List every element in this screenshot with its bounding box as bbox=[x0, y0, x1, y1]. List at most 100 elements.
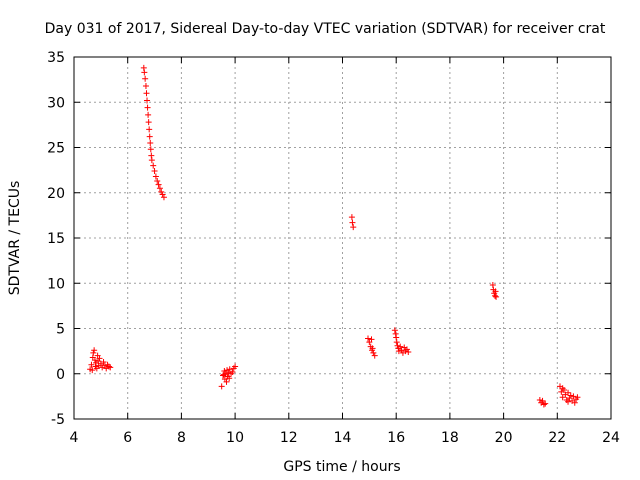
data-point bbox=[397, 343, 404, 350]
data-point bbox=[565, 389, 572, 396]
data-point bbox=[392, 330, 399, 337]
data-point bbox=[540, 401, 547, 408]
data-point bbox=[492, 288, 499, 295]
data-point bbox=[100, 358, 107, 365]
data-point bbox=[158, 188, 165, 195]
data-point bbox=[539, 397, 546, 404]
data-point bbox=[365, 335, 372, 342]
data-point bbox=[148, 152, 155, 159]
x-tick-label: 22 bbox=[548, 430, 566, 446]
data-point bbox=[226, 375, 233, 382]
y-tick-label: 25 bbox=[47, 141, 65, 157]
data-point bbox=[159, 191, 166, 198]
data-point bbox=[141, 69, 148, 76]
data-point bbox=[395, 348, 402, 355]
chart-title: Day 031 of 2017, Sidereal Day-to-day VTE… bbox=[45, 21, 606, 37]
x-tick-label: 24 bbox=[602, 430, 620, 446]
data-point bbox=[91, 347, 98, 354]
data-point bbox=[223, 378, 230, 385]
x-tick-label: 6 bbox=[123, 430, 132, 446]
y-tick-label: 35 bbox=[47, 50, 65, 66]
data-point bbox=[144, 97, 151, 104]
data-point bbox=[142, 82, 149, 89]
data-point bbox=[348, 214, 355, 221]
data-point bbox=[140, 64, 147, 71]
data-point bbox=[224, 367, 231, 374]
data-point bbox=[570, 393, 577, 400]
data-point bbox=[218, 383, 225, 390]
data-point bbox=[403, 346, 410, 353]
data-point bbox=[150, 162, 157, 169]
data-point bbox=[369, 345, 376, 352]
data-point bbox=[391, 327, 398, 334]
data-point bbox=[95, 358, 102, 365]
data-point bbox=[571, 399, 578, 406]
x-axis-label: GPS time / hours bbox=[283, 459, 400, 475]
x-tick-label: 4 bbox=[70, 430, 79, 446]
data-point bbox=[142, 75, 149, 82]
data-point bbox=[144, 104, 151, 111]
data-point bbox=[155, 181, 162, 188]
data-point bbox=[101, 362, 108, 369]
y-axis-label: SDTVAR / TECUs bbox=[7, 181, 23, 296]
data-point bbox=[393, 334, 400, 341]
data-point bbox=[107, 364, 114, 371]
y-tick-label: 10 bbox=[47, 276, 65, 292]
y-tick-label: 20 bbox=[47, 186, 65, 202]
data-point bbox=[146, 133, 153, 140]
data-point bbox=[492, 292, 499, 299]
data-point bbox=[147, 146, 154, 153]
data-point bbox=[147, 139, 154, 146]
data-point bbox=[405, 349, 412, 356]
data-point bbox=[220, 371, 227, 378]
data-point bbox=[349, 219, 356, 226]
data-point bbox=[493, 293, 500, 300]
data-point bbox=[393, 339, 400, 346]
grid-lines bbox=[74, 57, 611, 419]
data-point bbox=[152, 173, 159, 180]
x-tick-label: 16 bbox=[387, 430, 405, 446]
data-point bbox=[232, 363, 239, 370]
data-point bbox=[225, 369, 232, 376]
x-tick-label: 12 bbox=[280, 430, 298, 446]
data-point bbox=[156, 185, 163, 192]
y-tick-label: 30 bbox=[47, 95, 65, 111]
data-point bbox=[226, 366, 233, 373]
x-tick-label: 8 bbox=[177, 430, 186, 446]
x-tick-label: 18 bbox=[441, 430, 459, 446]
y-tick-label: 5 bbox=[56, 322, 65, 338]
data-point bbox=[371, 352, 378, 359]
data-point bbox=[90, 349, 97, 356]
data-point bbox=[143, 90, 150, 97]
data-point bbox=[567, 392, 574, 399]
data-point bbox=[542, 400, 549, 407]
data-point bbox=[160, 194, 167, 201]
data-point bbox=[146, 126, 153, 133]
data-point bbox=[88, 361, 95, 368]
data-point bbox=[96, 355, 103, 362]
data-point bbox=[221, 368, 228, 375]
data-point bbox=[350, 224, 357, 231]
data-point bbox=[89, 367, 96, 374]
data-point bbox=[559, 394, 566, 401]
plot-frame bbox=[73, 56, 612, 420]
data-point bbox=[91, 357, 98, 364]
data-point bbox=[105, 363, 112, 370]
y-tick-label: 0 bbox=[56, 367, 65, 383]
data-point bbox=[145, 119, 152, 126]
data-point bbox=[154, 177, 161, 184]
x-tick-label: 20 bbox=[495, 430, 513, 446]
data-point bbox=[151, 168, 158, 175]
data-point bbox=[565, 398, 572, 405]
data-point bbox=[394, 342, 401, 349]
data-point bbox=[229, 368, 236, 375]
x-tick-label: 10 bbox=[226, 430, 244, 446]
data-point bbox=[489, 282, 496, 289]
data-point bbox=[566, 395, 573, 402]
data-point bbox=[148, 157, 155, 164]
x-tick-label: 14 bbox=[334, 430, 352, 446]
data-point bbox=[145, 111, 152, 118]
y-tick-label: 15 bbox=[47, 231, 65, 247]
data-point bbox=[536, 396, 543, 403]
